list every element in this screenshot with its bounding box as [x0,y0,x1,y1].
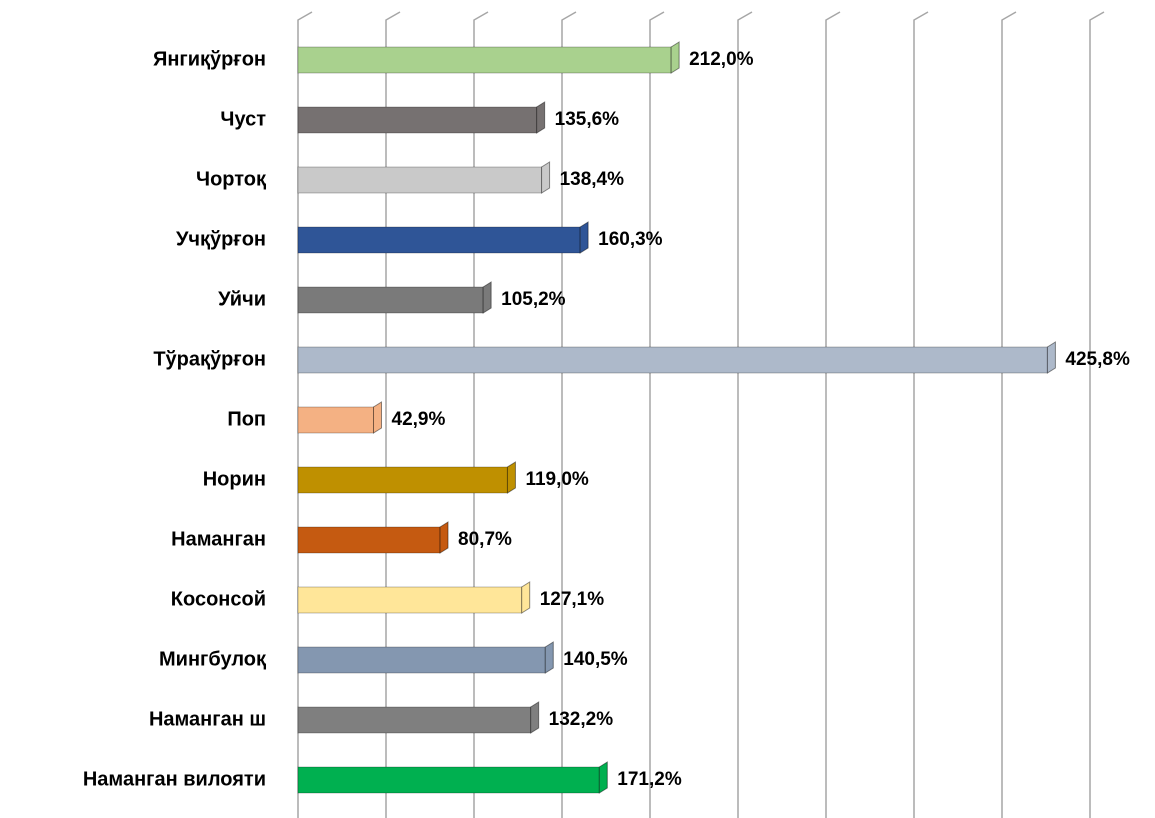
bar [297,46,672,74]
bar-side [541,161,551,194]
bar-side [579,221,589,254]
category-label: Косонсой [171,588,266,610]
category-label: Наманган вилояти [83,768,266,790]
bar [297,586,523,614]
category-label: Поп [227,408,266,430]
category-label: Учқўрғон [176,228,266,250]
value-label: 42,9% [392,409,446,430]
bar-side [536,101,546,134]
grid-line [649,11,665,818]
grid-line [561,11,577,818]
category-label: Наманган ш [149,708,266,730]
bar [297,406,375,434]
value-label: 212,0% [689,49,754,70]
category-label: Тўрақўрғон [153,348,266,370]
bar [297,766,600,794]
bar-side [544,641,554,674]
category-label: Чортоқ [196,168,267,190]
bar [297,286,484,314]
category-label: Мингбулоқ [159,648,267,670]
bar-side [670,41,680,74]
category-label: Норин [203,468,266,490]
value-label: 119,0% [525,469,588,490]
value-label: 171,2% [617,769,682,790]
bar [297,526,441,554]
value-label: 160,3% [598,229,663,250]
category-label: Янгиқўрғон [153,48,266,70]
bar-side [439,521,449,554]
bar-side [598,761,608,794]
value-label: 135,6% [555,109,620,130]
bar [297,346,1048,374]
bar [297,646,546,674]
bar-side [1046,341,1056,374]
grid-line [1001,11,1017,818]
bar-side [530,701,540,734]
value-label: 138,4% [560,169,625,190]
value-label: 425,8% [1065,349,1130,370]
grid-line [1089,11,1105,818]
category-label: Наманган [171,528,266,550]
category-label: Чуст [220,108,266,130]
bar-side [521,581,531,614]
category-label: Уйчи [218,288,266,310]
bar [297,106,538,134]
value-label: 127,1% [540,589,605,610]
value-label: 140,5% [563,649,628,670]
bar-side [482,281,492,314]
bar [297,466,508,494]
value-label: 105,2% [501,289,566,310]
grid-line [825,11,841,818]
bar-side [506,461,516,494]
grid-line [737,11,753,818]
grid-line [913,11,929,818]
bar [297,706,532,734]
value-label: 80,7% [458,529,512,550]
value-label: 132,2% [549,709,614,730]
bar [297,226,581,254]
bar [297,166,543,194]
bar-side [373,401,383,434]
grid-line [473,11,489,818]
